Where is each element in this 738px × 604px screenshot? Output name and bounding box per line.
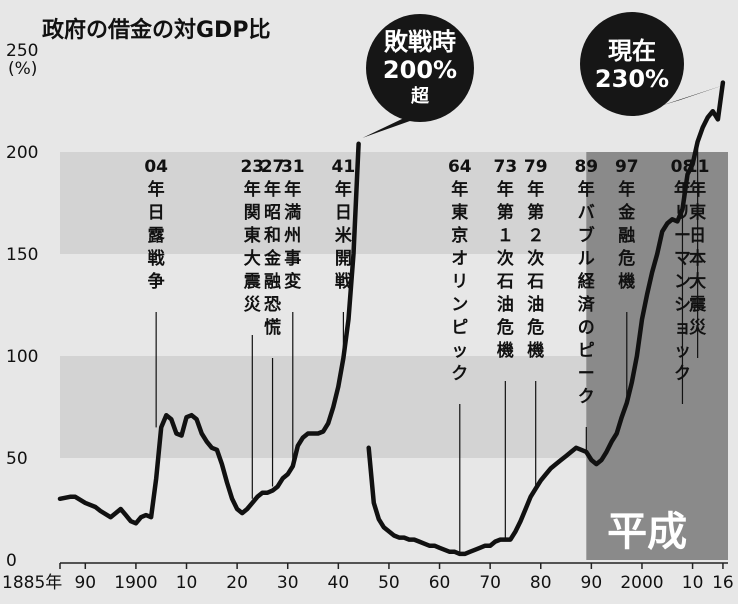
event-desc-1979: 第２次石油危機 (526, 202, 544, 361)
x-tick-label-1920: 20 (226, 573, 248, 593)
x-tick-label-1910: 10 (176, 573, 198, 593)
x-tick-label-1950: 50 (378, 573, 400, 593)
event-desc-1927: 昭和金融恐慌 (263, 203, 282, 338)
bubble-text-now-0: 現在 (608, 37, 656, 65)
bubble-text-war-0: 敗戦時 (384, 28, 456, 56)
event-desc-1997: 金融危機 (617, 202, 636, 292)
event-desc-1964: 東京オリンピック (451, 202, 468, 384)
x-tick-label-1990: 90 (581, 573, 603, 593)
x-tick-label-1970: 70 (479, 573, 501, 593)
event-year-1931: 31 (281, 157, 305, 177)
x-tick-label-1930: 30 (277, 573, 299, 593)
bubble-text-war-1: 200% (383, 56, 457, 84)
event-nen-1923: 年 (244, 179, 261, 200)
events: 04年日露戦争23年関東大震災27年昭和金融恐慌31年満州事変41年日米開戦64… (144, 157, 710, 407)
event-year-2008: 08 (671, 157, 695, 177)
event-year-2011: 11 (686, 157, 710, 177)
series-line-prewar (57, 141, 361, 526)
x-tick-label-1960: 60 (429, 573, 451, 593)
event-desc-1904: 日露戦争 (148, 203, 166, 292)
event-year-1941: 41 (332, 157, 356, 177)
y-tick-label-50: 50 (6, 449, 28, 469)
series (57, 80, 726, 557)
x-tick-label-1900: 1900 (114, 573, 157, 593)
event-desc-1989: バブル経済のピーク (578, 203, 596, 407)
event-nen-1973: 年 (497, 179, 514, 200)
event-year-1973: 73 (493, 157, 517, 177)
series-line-postwar (366, 80, 726, 557)
heisei-label: 平成 (607, 508, 687, 555)
y-axis-unit: (%) (8, 59, 37, 79)
background-bands: 平成 (60, 152, 728, 560)
event-desc-1973: 第１次石油危機 (496, 202, 514, 361)
event-nen-1964: 年 (451, 179, 468, 200)
y-tick-label-0: 0 (6, 551, 17, 571)
x-tick-label-2010: 10 (682, 573, 704, 593)
y-tick-label-150: 150 (6, 245, 38, 265)
event-desc-2011: 東日本大震災 (688, 202, 707, 338)
heisei-band (586, 152, 728, 560)
event-year-1964: 64 (448, 157, 472, 177)
event-nen-1941: 年 (335, 179, 352, 200)
event-nen-2011: 年 (689, 179, 706, 200)
event-year-1904: 04 (144, 157, 168, 177)
x-tick-label-1980: 80 (530, 573, 552, 593)
x-tick-label-2000: 2000 (620, 573, 663, 593)
x-tick-label-1940: 40 (328, 573, 350, 593)
event-nen-1931: 年 (284, 179, 301, 200)
event-desc-1923: 関東大震災 (243, 203, 262, 315)
event-nen-1997: 年 (618, 179, 635, 200)
bubble-tail-now (660, 84, 725, 106)
y-tick-label-100: 100 (6, 347, 38, 367)
event-nen-1927: 年 (264, 179, 281, 200)
event-nen-2008: 年 (674, 179, 691, 200)
chart-title: 政府の借金の対GDP比 (42, 17, 270, 43)
bubble-tail-war (362, 116, 424, 138)
event-desc-2008: リーマンショック (674, 203, 691, 384)
y-tick-label-200: 200 (6, 143, 38, 163)
event-year-1997: 97 (615, 157, 639, 177)
event-nen-1989: 年 (578, 179, 595, 200)
event-year-1979: 79 (524, 157, 548, 177)
bubble-text-now-1: 230% (595, 65, 669, 93)
event-nen-1979: 年 (527, 179, 544, 200)
bubble-circle-war (366, 14, 474, 122)
bubble-circle-now (580, 12, 684, 116)
x-tick-label-1890: 90 (74, 573, 96, 593)
event-nen-1904: 年 (148, 179, 165, 200)
axes: 0 50 100 150 200 250(%) 1885年 90 1900 10 20 30 40 50 6… (2, 41, 734, 593)
x-tick-label-1885: 1885年 (2, 573, 62, 593)
event-desc-1931: 満州事変 (283, 202, 301, 292)
event-year-1989: 89 (574, 157, 598, 177)
event-year-1923: 23 (240, 157, 264, 177)
bubble-text-war-2: 超 (411, 85, 430, 107)
event-desc-1941: 日米開戦 (335, 203, 353, 292)
event-year-1927: 27 (261, 157, 285, 177)
y-tick-label-250: 250 (6, 41, 38, 61)
x-tick-label-2016: 16 (712, 573, 734, 593)
